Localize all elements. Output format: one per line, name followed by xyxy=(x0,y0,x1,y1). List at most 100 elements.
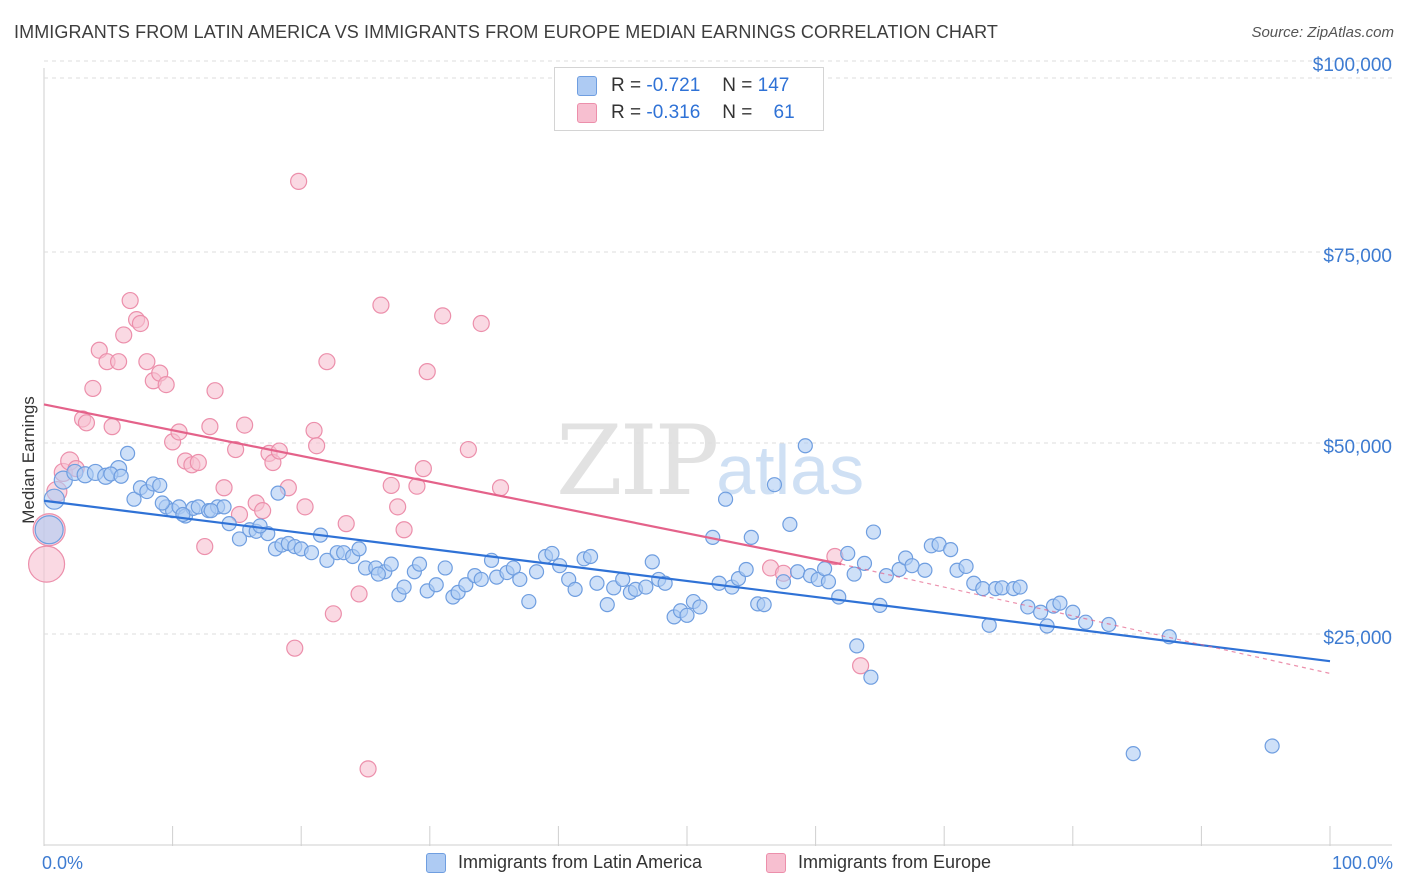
latin-america-point xyxy=(756,597,772,613)
legend-label: Immigrants from Europe xyxy=(798,852,992,872)
europe-point xyxy=(103,418,121,436)
latin-america-point xyxy=(383,556,399,572)
europe-point xyxy=(215,479,233,497)
n-value: 61 xyxy=(773,102,795,123)
latin-america-point xyxy=(567,581,583,597)
europe-point xyxy=(491,479,510,497)
latin-america-point xyxy=(396,579,412,595)
europe-point xyxy=(318,353,336,371)
europe-point xyxy=(227,440,245,459)
source-label: Source: ZipAtlas.com xyxy=(1251,24,1394,41)
stats-row-latin-america: R = -0.721 N = 147 xyxy=(577,73,789,99)
watermark: ZIPatlas xyxy=(556,405,864,517)
europe-point xyxy=(254,502,272,520)
europe-point xyxy=(296,498,314,516)
latin-america-point xyxy=(865,524,882,540)
stats-legend: R = -0.721 N = 147 R = -0.316 N = 61 xyxy=(554,67,824,131)
europe-point xyxy=(157,376,175,394)
latin-america-point xyxy=(599,597,615,613)
latin-america-point xyxy=(544,545,560,562)
x-tick-label: 100.0% xyxy=(1332,853,1393,873)
r-label: R = xyxy=(611,75,642,96)
latin-america-point xyxy=(319,552,335,568)
europe-point xyxy=(286,639,304,657)
latin-america-point xyxy=(1020,599,1036,615)
europe-point xyxy=(305,421,323,440)
y-tick-label: $50,000 xyxy=(1323,437,1392,458)
europe-point xyxy=(472,314,490,333)
europe-point xyxy=(109,353,128,371)
latin-america-point xyxy=(943,542,959,558)
latin-america-point xyxy=(216,499,232,515)
europe-point xyxy=(189,453,207,472)
latin-america-point xyxy=(252,518,268,534)
latin-america-point xyxy=(679,607,695,623)
europe-point xyxy=(418,363,436,381)
europe-point xyxy=(395,521,413,539)
europe-trendline xyxy=(43,403,842,566)
r-value: -0.316 xyxy=(646,102,701,123)
latin-america-point xyxy=(797,438,813,454)
latin-america-point xyxy=(917,562,933,578)
europe-point xyxy=(434,307,452,325)
europe-point xyxy=(372,296,390,314)
n-label: N = xyxy=(722,75,753,96)
latin-america-trendline xyxy=(43,499,1331,663)
latin-america-point xyxy=(411,556,428,572)
latin-america-point xyxy=(303,545,320,561)
europe-swatch xyxy=(577,103,597,123)
latin-america-point xyxy=(473,571,489,588)
latin-america-swatch xyxy=(426,852,446,873)
latin-america-point xyxy=(840,545,856,562)
europe-point xyxy=(84,379,102,398)
latin-america-point xyxy=(43,488,65,510)
chart-title: IMMIGRANTS FROM LATIN AMERICA VS IMMIGRA… xyxy=(14,22,998,42)
latin-america-point xyxy=(1052,595,1068,611)
latin-america-point xyxy=(521,593,537,610)
y-axis-label: Median Earnings xyxy=(19,396,38,524)
europe-point xyxy=(290,172,308,190)
europe-point xyxy=(337,515,355,533)
europe-point xyxy=(389,498,407,516)
latin-america-point xyxy=(831,589,847,605)
legend-item-europe: Immigrants from Europe xyxy=(766,852,991,873)
latin-america-point xyxy=(692,599,708,615)
latin-america-point xyxy=(589,575,605,591)
y-tick-label: $25,000 xyxy=(1323,628,1392,649)
latin-america-point xyxy=(975,580,991,597)
stats-row-europe: R = -0.316 N = 61 xyxy=(577,100,795,126)
watermark-atlas: atlas xyxy=(716,431,865,509)
latin-america-point xyxy=(505,560,521,576)
latin-america-point xyxy=(958,558,974,575)
latin-america-point xyxy=(351,541,367,557)
europe-point xyxy=(382,476,400,495)
europe-point xyxy=(201,418,219,436)
latin-america-point xyxy=(582,548,599,565)
latin-america-point xyxy=(789,564,806,580)
x-tick-label: 0.0% xyxy=(42,853,83,873)
latin-america-point xyxy=(743,529,759,546)
latin-america-point xyxy=(34,515,64,545)
latin-america-point xyxy=(203,503,219,519)
latin-america-point xyxy=(817,561,833,577)
watermark-zip: ZIP xyxy=(556,405,719,517)
europe-trendline-extension xyxy=(841,563,1331,674)
latin-america-point xyxy=(1125,746,1141,762)
europe-point xyxy=(852,657,870,675)
latin-america-point xyxy=(846,566,862,582)
latin-america-point xyxy=(849,638,865,654)
latin-america-point xyxy=(863,669,879,685)
latin-america-point xyxy=(113,468,129,484)
latin-america-point xyxy=(638,579,654,595)
latin-america-point xyxy=(231,531,248,547)
latin-america-point xyxy=(820,574,837,590)
europe-point xyxy=(196,537,214,556)
europe-point xyxy=(236,416,254,434)
y-tick-label: $100,000 xyxy=(1313,55,1392,76)
latin-america-point xyxy=(270,485,286,501)
legend-item-latin-america: Immigrants from Latin America xyxy=(426,852,702,873)
y-tick-label: $75,000 xyxy=(1323,246,1392,267)
europe-point xyxy=(230,505,249,524)
latin-america-swatch xyxy=(577,76,597,96)
latin-america-point xyxy=(782,516,798,533)
